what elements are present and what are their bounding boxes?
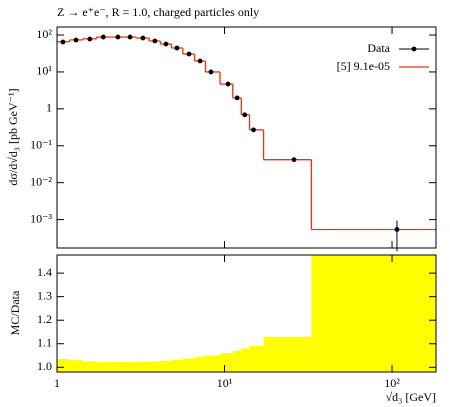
mc-step-connector (69, 37, 313, 230)
ratio-bar (249, 346, 264, 372)
ratio-bar (171, 359, 183, 372)
ratio-bar (263, 336, 312, 372)
data-point (208, 69, 214, 75)
ratio-bar (311, 255, 436, 372)
ratio-bar (194, 356, 206, 372)
ratio-bar (205, 355, 221, 372)
legend-label: Data (367, 41, 390, 55)
data-point (234, 95, 240, 101)
ratio-bar (110, 362, 125, 372)
ratio-y-tick-label: 1.4 (37, 265, 52, 279)
ratio-y-tick-label: 1.3 (37, 288, 52, 302)
ratio-bar (96, 362, 111, 372)
data-point (152, 38, 158, 44)
data-point (100, 34, 106, 40)
ratio-frame (56, 254, 437, 373)
ratio-bar (149, 361, 161, 372)
x-axis-label: √d₃ [GeV] (386, 390, 436, 404)
data-point (115, 34, 121, 40)
ratio-bar (136, 361, 150, 372)
data-point (127, 34, 133, 40)
y-tick-label: 10⁻² (30, 174, 52, 188)
data-point (60, 39, 66, 45)
ratio-bar (220, 353, 233, 372)
y-tick-label: 10⁻³ (30, 211, 52, 225)
x-tick-label: 10² (384, 376, 400, 390)
y-tick-label: 10¹ (36, 64, 52, 78)
data-point (197, 58, 203, 64)
plot-layer: 10⁻³ 10⁻² 10⁻¹ 1 10¹ 10² 1.0 1.1 1.2 1.3 1.4 1 10¹ 10… (30, 27, 436, 390)
ratio-bar (182, 358, 195, 372)
data-point (174, 45, 180, 51)
x-tick-label: 1 (54, 376, 60, 390)
chart-title: Z → e⁺e⁻, R = 1.0, charged particles onl… (57, 5, 259, 19)
ratio-bar (83, 361, 97, 372)
ratio-y-tick-label: 1.0 (37, 359, 52, 373)
y-tick-label: 10² (36, 27, 52, 41)
ratio-y-tick-label: 1.1 (37, 336, 52, 350)
y-tick-label: 1 (46, 101, 52, 115)
data-point (394, 227, 400, 232)
ratio-bar (69, 360, 84, 372)
data-point (73, 37, 79, 43)
legend-label: [5] 9.1e-05 (337, 59, 390, 73)
data-point (87, 36, 93, 42)
ratio-y-axis-label: MC/Data (8, 290, 22, 335)
ratio-y-tick-label: 1.2 (37, 312, 52, 326)
data-point (140, 35, 146, 41)
x-tick-label: 10¹ (217, 376, 233, 390)
data-point (242, 112, 248, 118)
ratio-bar (232, 350, 242, 372)
ratio-bar (57, 359, 70, 372)
data-point (186, 51, 192, 57)
data-point (291, 157, 297, 163)
data-point (225, 81, 231, 87)
data-point (251, 127, 256, 133)
y-axis-label: dσ/d√d₃ [pb GeV⁻¹] (6, 88, 20, 185)
legend-marker (411, 46, 417, 52)
ratio-bar (160, 360, 172, 372)
ratio-bar (124, 362, 137, 372)
y-tick-label: 10⁻¹ (30, 138, 52, 152)
ratio-bar (241, 348, 250, 372)
main-frame (56, 26, 437, 249)
data-point (163, 41, 169, 47)
ratio-band (57, 255, 436, 372)
